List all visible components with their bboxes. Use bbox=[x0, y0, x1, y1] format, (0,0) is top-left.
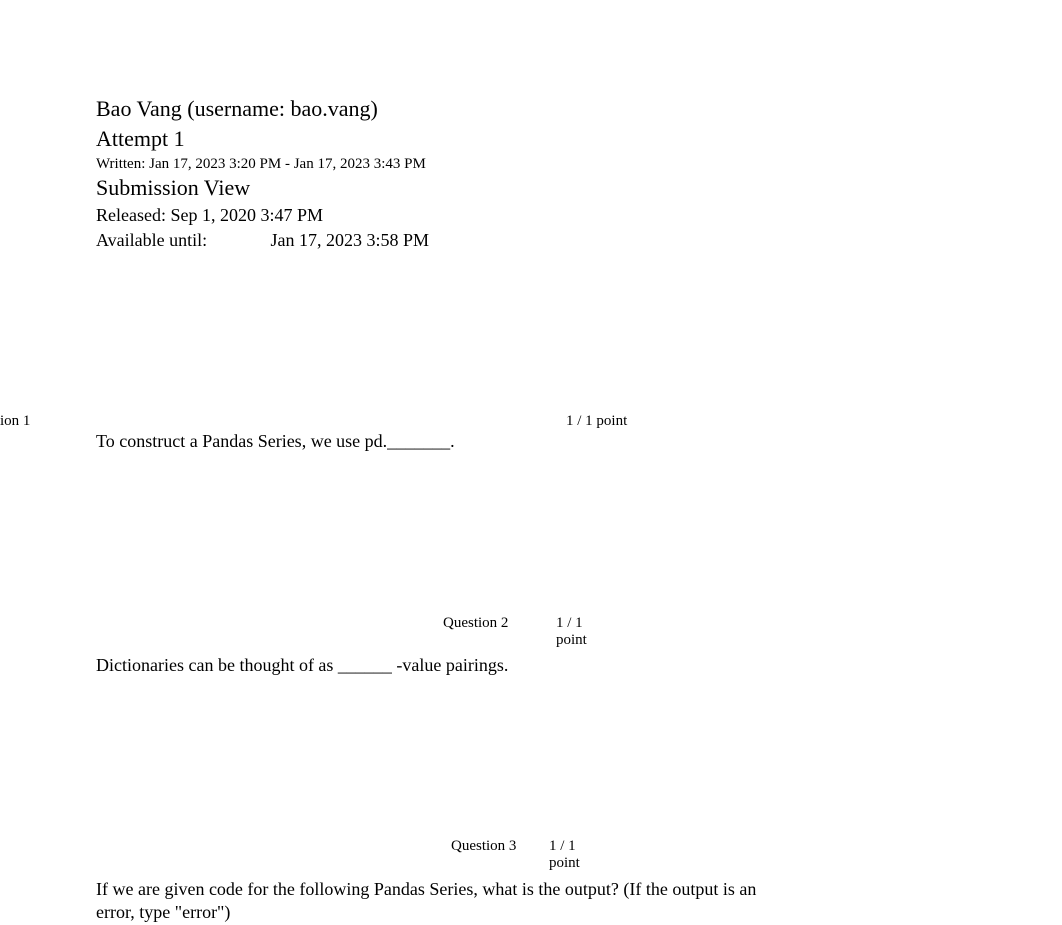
question-3-text: If we are given code for the following P… bbox=[96, 878, 786, 925]
available-until-value: Jan 17, 2023 3:58 PM bbox=[271, 230, 430, 250]
question-3-points: 1 / 1 point bbox=[549, 838, 589, 872]
question-2-points: 1 / 1 point bbox=[556, 615, 596, 649]
submission-view-heading: Submission View bbox=[96, 175, 796, 201]
student-name: Bao Vang (username: bao.vang) bbox=[96, 96, 796, 122]
question-2-label: Question 2 bbox=[443, 615, 508, 632]
question-1-text: To construct a Pandas Series, we use pd.… bbox=[96, 431, 455, 452]
written-timestamp: Written: Jan 17, 2023 3:20 PM - Jan 17, … bbox=[96, 156, 796, 173]
question-1-points: 1 / 1 point bbox=[566, 413, 627, 430]
question-3-label: Question 3 bbox=[451, 838, 516, 855]
submission-content: Bao Vang (username: bao.vang) Attempt 1 … bbox=[96, 96, 796, 253]
available-until-label: Available until: bbox=[96, 230, 266, 251]
released-timestamp: Released: Sep 1, 2020 3:47 PM bbox=[96, 205, 796, 226]
question-1-label: ion 1 bbox=[0, 413, 30, 430]
question-2-text: Dictionaries can be thought of as ______… bbox=[96, 655, 508, 676]
available-until-row: Available until: Jan 17, 2023 3:58 PM bbox=[96, 230, 796, 251]
attempt-number: Attempt 1 bbox=[96, 126, 796, 152]
